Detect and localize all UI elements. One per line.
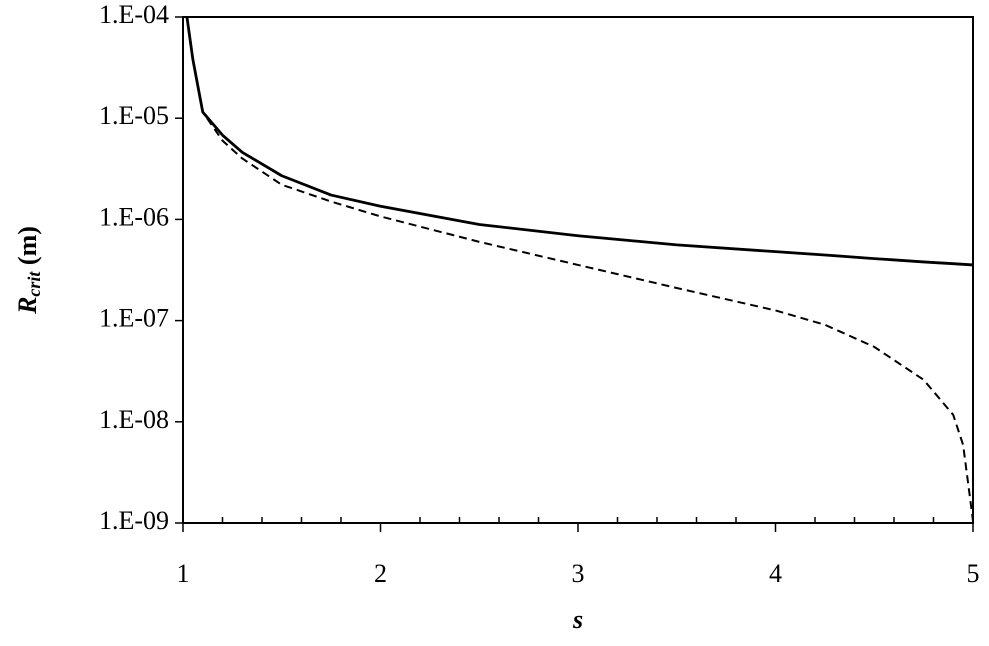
data-line <box>185 17 973 521</box>
y-tick-label: 1.E-09 <box>99 506 169 535</box>
x-axis-label: s <box>572 605 583 634</box>
y-tick-label: 1.E-08 <box>99 405 169 434</box>
data-line <box>185 17 973 267</box>
x-tick-label: 4 <box>769 559 782 588</box>
y-label-unit: (m) <box>13 226 42 271</box>
x-tick-label: 2 <box>374 559 387 588</box>
plot-frame <box>182 16 974 524</box>
x-tick-label: 1 <box>177 559 190 588</box>
x-tick-label: 3 <box>572 559 585 588</box>
y-label-main: R <box>13 297 42 315</box>
x-tick-label: 5 <box>967 559 980 588</box>
y-tick-label: 1.E-05 <box>99 101 169 130</box>
y-label-sub: crit <box>24 271 44 297</box>
y-tick-label: 1.E-06 <box>99 202 169 231</box>
y-tick-label: 1.E-07 <box>99 304 169 333</box>
y-tick-label: 1.E-04 <box>99 0 169 29</box>
y-axis-label: Rcrit (m) <box>13 226 44 315</box>
